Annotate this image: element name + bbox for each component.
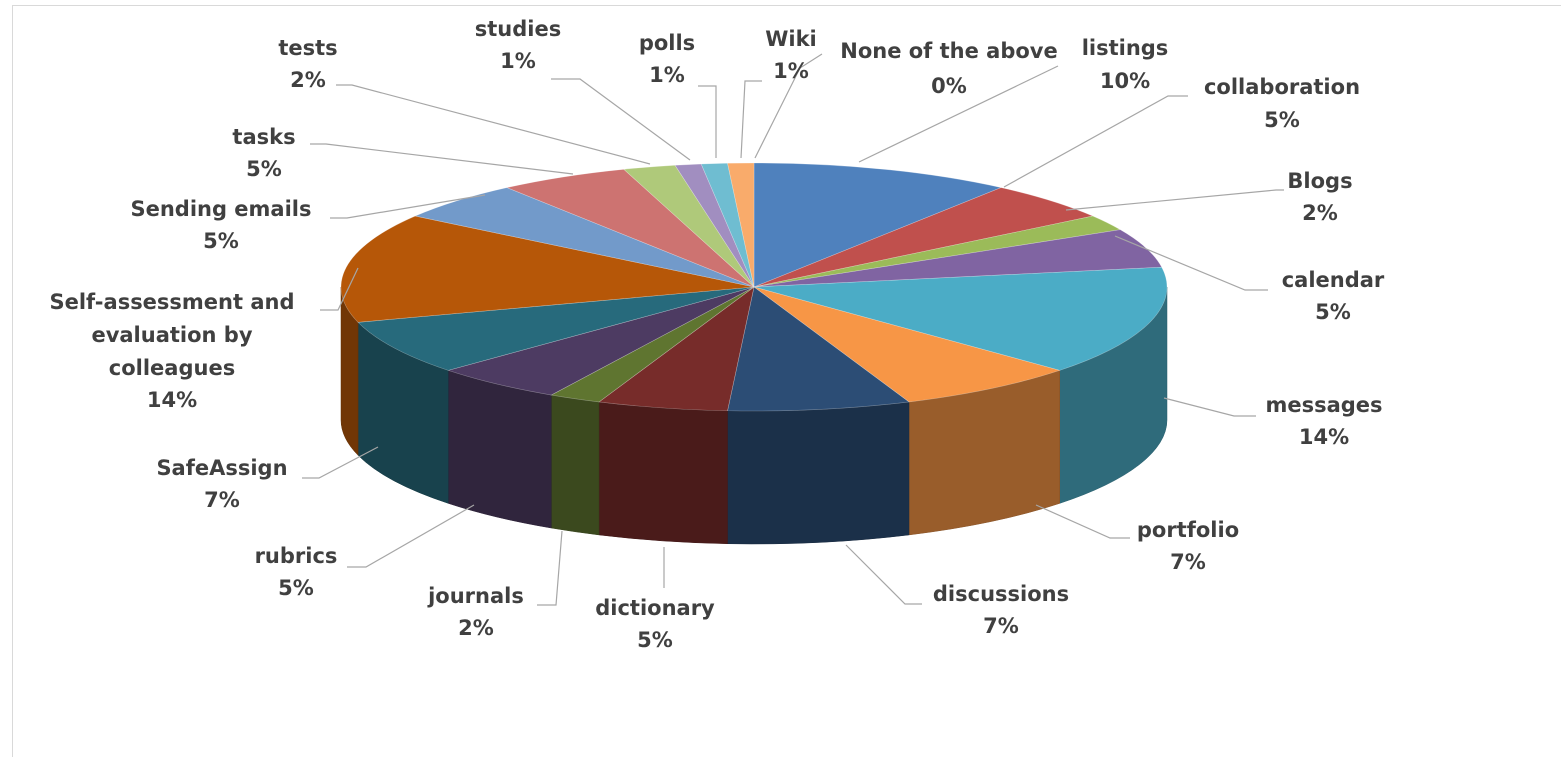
slice-label-text: dictionary [595, 596, 715, 620]
slice-label-text: SafeAssign [156, 456, 287, 480]
slice-label-text: Sending emails [130, 197, 311, 221]
slice-label-text: Blogs [1287, 169, 1352, 193]
slice-label-text: listings [1082, 36, 1169, 60]
slice-label-text: rubrics [255, 544, 338, 568]
slice-percent-text: 0% [931, 74, 967, 98]
slice-percent-text: 1% [649, 63, 685, 87]
slice-label-text: calendar [1282, 268, 1385, 292]
slice-label-text: Self-assessment and [49, 290, 294, 314]
pie-side-journals [551, 395, 599, 535]
slice-percent-text: 1% [500, 49, 536, 73]
slice-percent-text: 2% [458, 616, 494, 640]
slice-percent-text: 5% [246, 157, 282, 181]
slice-label-text: studies [475, 17, 561, 41]
slice-label-text: tasks [232, 125, 295, 149]
slice-percent-text: 14% [147, 388, 197, 412]
slice-percent-text: 10% [1100, 69, 1150, 93]
slice-label-text: evaluation by [91, 323, 252, 347]
slice-label-text: journals [427, 584, 524, 608]
slice-label-text: portfolio [1137, 518, 1239, 542]
pie-tops [341, 163, 1167, 411]
slice-percent-text: 2% [1302, 201, 1338, 225]
slice-label-text: collaboration [1204, 75, 1360, 99]
slice-percent-text: 14% [1299, 425, 1349, 449]
slice-label-text: None of the above [840, 39, 1058, 63]
slice-percent-text: 7% [983, 614, 1019, 638]
slice-label-text: tests [278, 36, 337, 60]
pie-side-rubrics [448, 370, 551, 528]
slice-percent-text: 1% [773, 59, 809, 83]
slice-label-text: Wiki [765, 27, 817, 51]
slice-percent-text: 5% [1264, 108, 1300, 132]
slice-percent-text: 5% [637, 628, 673, 652]
slice-percent-text: 7% [1170, 550, 1206, 574]
slice-percent-text: 2% [290, 68, 326, 92]
slice-percent-text: 5% [1315, 300, 1351, 324]
slice-label-text: messages [1265, 393, 1382, 417]
slice-label-text: discussions [933, 582, 1069, 606]
pie-side-discussions [728, 402, 909, 544]
slice-percent-text: 5% [203, 229, 239, 253]
slice-percent-text: 7% [204, 488, 240, 512]
slice-label-text: polls [639, 31, 695, 55]
slice-percent-text: 5% [278, 576, 314, 600]
pie-side-dictionary [599, 402, 728, 544]
slice-label-text: colleagues [109, 356, 235, 380]
